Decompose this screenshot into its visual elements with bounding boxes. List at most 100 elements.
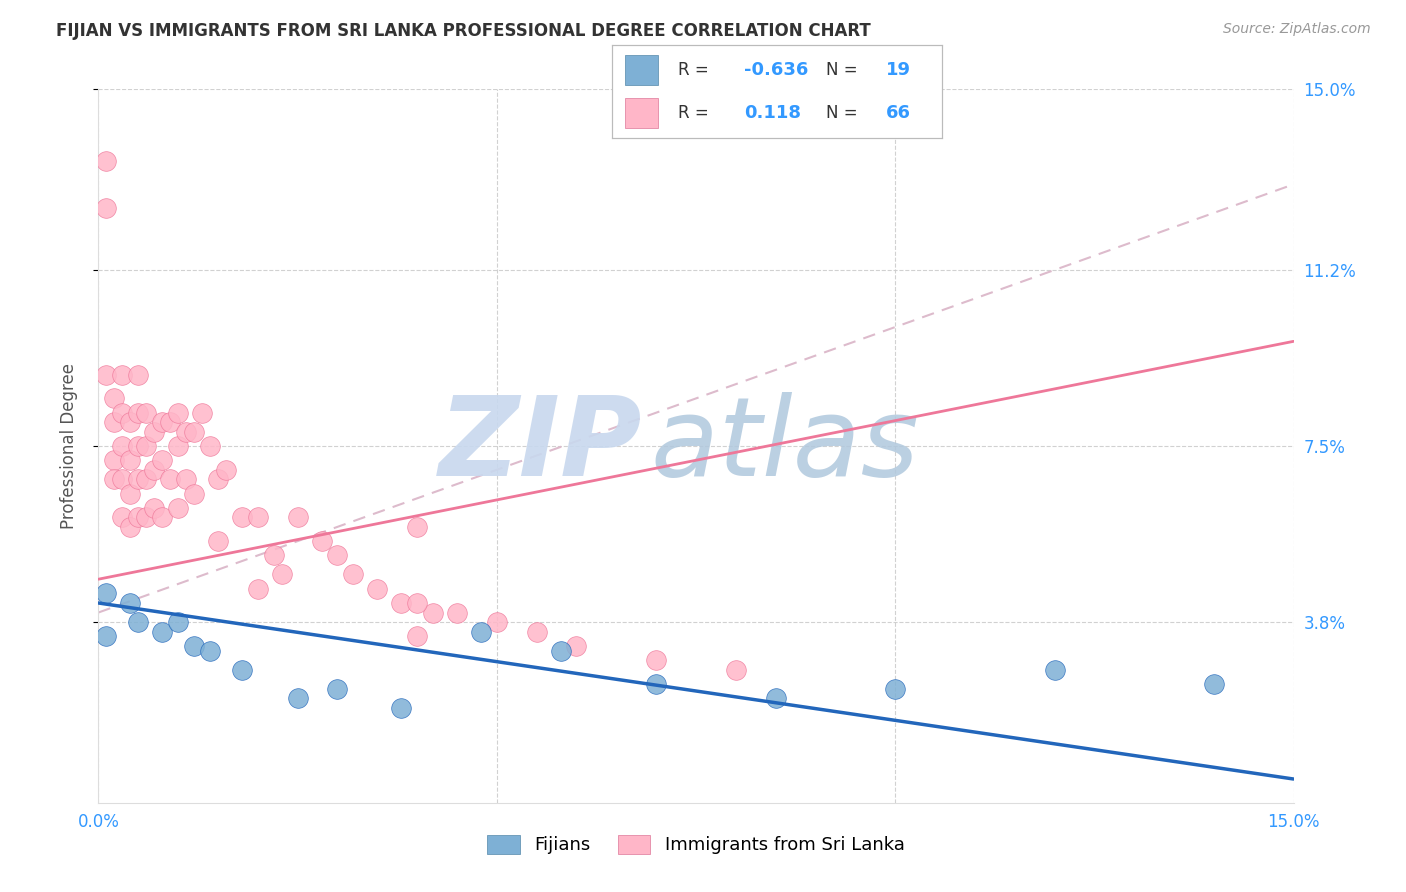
Point (159, 415, 181, 429)
Point (485, 615, 508, 629)
Point (111, 406, 134, 420)
Point (120, 596, 142, 610)
Point (406, 596, 429, 610)
Point (645, 653, 668, 667)
Point (96, 629, 118, 643)
Point (1202, 677, 1225, 691)
Point (127, 368, 149, 382)
Point (231, 663, 253, 677)
Point (287, 510, 309, 524)
Point (103, 472, 125, 486)
Point (191, 406, 214, 420)
Bar (624, 55, 658, 85)
Point (1043, 663, 1066, 677)
Point (565, 639, 588, 653)
Point (167, 500, 190, 515)
Point (174, 425, 197, 439)
Point (231, 510, 253, 524)
Bar (624, 98, 658, 128)
Point (150, 624, 173, 639)
Point (111, 472, 134, 486)
Point (198, 439, 221, 453)
Point (150, 510, 173, 524)
Point (287, 691, 309, 706)
Text: -0.636: -0.636 (744, 61, 808, 78)
Point (120, 453, 142, 467)
Point (159, 472, 181, 486)
Point (174, 472, 197, 486)
Point (326, 681, 349, 696)
Text: R =: R = (678, 61, 714, 78)
Point (167, 406, 190, 420)
Point (183, 425, 205, 439)
Point (135, 439, 157, 453)
Point (111, 368, 134, 382)
Point (143, 500, 166, 515)
Point (167, 615, 190, 629)
Point (127, 510, 149, 524)
Point (207, 534, 229, 549)
Point (884, 681, 907, 696)
Text: N =: N = (827, 61, 863, 78)
Point (470, 624, 492, 639)
Point (143, 463, 166, 477)
Point (96, 201, 118, 215)
Point (127, 615, 149, 629)
Point (120, 415, 142, 429)
Point (366, 582, 388, 596)
Text: FIJIAN VS IMMIGRANTS FROM SRI LANKA PROFESSIONAL DEGREE CORRELATION CHART: FIJIAN VS IMMIGRANTS FROM SRI LANKA PROF… (56, 22, 870, 40)
Point (342, 567, 364, 582)
Point (183, 486, 205, 500)
Point (389, 596, 412, 610)
Point (645, 677, 668, 691)
Text: N =: N = (827, 104, 863, 122)
Text: Source: ZipAtlas.com: Source: ZipAtlas.com (1223, 22, 1371, 37)
Point (311, 534, 333, 549)
Point (103, 415, 125, 429)
Point (446, 606, 468, 620)
Point (150, 415, 173, 429)
Point (724, 663, 747, 677)
Point (183, 639, 205, 653)
Text: atlas: atlas (651, 392, 920, 500)
Point (765, 691, 787, 706)
Point (96, 368, 118, 382)
Point (389, 700, 412, 714)
Point (198, 643, 221, 657)
Point (326, 549, 349, 563)
Point (167, 439, 190, 453)
Point (96, 153, 118, 168)
Point (406, 629, 429, 643)
Point (526, 624, 548, 639)
Point (96, 586, 118, 600)
Point (103, 453, 125, 467)
Point (135, 406, 157, 420)
Point (103, 392, 125, 406)
Point (120, 520, 142, 534)
Text: 19: 19 (886, 61, 911, 78)
Point (422, 606, 444, 620)
Point (215, 463, 238, 477)
Point (150, 453, 173, 467)
Point (246, 510, 269, 524)
Point (143, 425, 166, 439)
Text: R =: R = (678, 104, 714, 122)
Y-axis label: Professional Degree: Professional Degree (59, 363, 77, 529)
Point (207, 472, 229, 486)
Point (246, 582, 269, 596)
Legend: Fijians, Immigrants from Sri Lanka: Fijians, Immigrants from Sri Lanka (481, 828, 911, 862)
Point (270, 567, 292, 582)
Text: ZIP: ZIP (439, 392, 643, 500)
Point (406, 520, 429, 534)
Point (550, 643, 572, 657)
Point (127, 472, 149, 486)
Point (111, 439, 134, 453)
Point (127, 439, 149, 453)
Text: 66: 66 (886, 104, 911, 122)
Point (135, 510, 157, 524)
Point (263, 549, 285, 563)
Point (120, 486, 142, 500)
Point (135, 472, 157, 486)
Text: 0.118: 0.118 (744, 104, 801, 122)
Point (127, 406, 149, 420)
